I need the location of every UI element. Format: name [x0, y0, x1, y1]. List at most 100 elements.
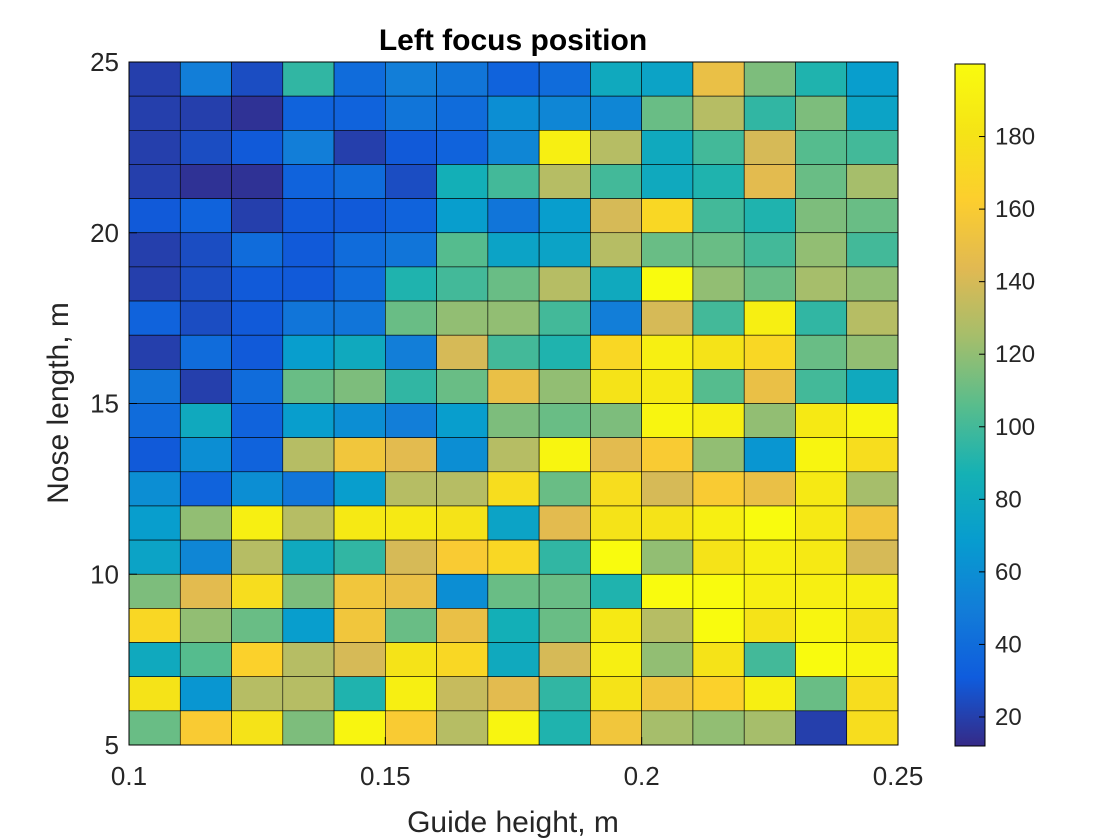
heatmap-cell: [743, 539, 796, 575]
heatmap-cell: [282, 300, 335, 336]
heatmap-cell: [179, 505, 232, 541]
heatmap-cell: [590, 369, 642, 404]
heatmap-cell: [641, 642, 694, 677]
heatmap-cell: [231, 334, 284, 370]
heatmap-cell: [487, 334, 540, 370]
heatmap-cell: [743, 471, 796, 507]
heatmap-cell: [590, 642, 642, 677]
heatmap-cell: [333, 130, 386, 165]
heatmap-cell: [590, 573, 642, 609]
heatmap-cell: [128, 710, 181, 746]
heatmap-cell: [692, 642, 745, 677]
heatmap-cell: [795, 676, 848, 712]
heatmap-cell: [692, 300, 745, 336]
heatmap-cell: [231, 710, 284, 746]
heatmap-cell: [743, 403, 796, 438]
heatmap-cell: [641, 61, 694, 97]
heatmap-cell: [128, 61, 181, 97]
heatmap-cell: [385, 300, 437, 336]
heatmap-cell: [846, 676, 899, 712]
heatmap-cell: [846, 437, 899, 473]
heatmap-cell: [385, 573, 437, 609]
heatmap-cell: [846, 300, 899, 336]
x-tick-label: 0.2: [624, 761, 660, 791]
heatmap-cell: [538, 505, 591, 541]
heatmap-cell: [282, 130, 335, 165]
heatmap-cell: [590, 61, 642, 97]
heatmap-cell: [282, 437, 335, 473]
heatmap-cell: [436, 130, 489, 165]
heatmap-cell: [846, 232, 899, 268]
heatmap-cell: [385, 505, 437, 541]
heatmap-cell: [795, 573, 848, 609]
heatmap-cell: [436, 676, 489, 712]
heatmap-cell: [743, 505, 796, 541]
heatmap-cell: [590, 232, 642, 268]
heatmap-cell: [795, 232, 848, 268]
heatmap-cell: [385, 95, 437, 131]
heatmap-cell: [641, 710, 694, 746]
heatmap-cell: [538, 403, 591, 438]
heatmap-cell: [179, 573, 232, 609]
colorbar-tick-label: 40: [995, 631, 1022, 658]
heatmap-cell: [436, 369, 489, 404]
heatmap-cell: [641, 539, 694, 575]
heatmap-cell: [385, 710, 437, 746]
heatmap-cell: [692, 676, 745, 712]
heatmap-cell: [436, 608, 489, 643]
heatmap-cell: [487, 505, 540, 541]
heatmap-cell: [487, 642, 540, 677]
heatmap-cell: [795, 437, 848, 473]
heatmap-cell: [436, 573, 489, 609]
colorbar-gradient: [954, 63, 986, 747]
heatmap-cell: [231, 403, 284, 438]
heatmap-cell: [282, 608, 335, 643]
heatmap-cell: [282, 164, 335, 199]
heatmap-cell: [333, 608, 386, 643]
heatmap-cell: [538, 300, 591, 336]
heatmap-cell: [846, 710, 899, 746]
heatmap-cell: [282, 642, 335, 677]
heatmap-cell: [333, 95, 386, 131]
heatmap-cell: [436, 198, 489, 234]
heatmap-cell: [333, 164, 386, 199]
y-tick-label: 10: [90, 559, 119, 589]
y-tick-label: 15: [90, 389, 119, 419]
heatmap-cell: [538, 608, 591, 643]
heatmap-cell: [231, 505, 284, 541]
x-tick-label: 0.1: [111, 761, 147, 791]
heatmap-cell: [795, 608, 848, 643]
heatmap-cell: [385, 266, 437, 302]
colorbar: 20 40 60 80 100 120 140 160 180: [954, 63, 1035, 747]
heatmap-cell: [692, 710, 745, 746]
heatmap-cell: [590, 198, 642, 234]
heatmap-cell: [128, 232, 181, 268]
heatmap-cell: [385, 61, 437, 97]
heatmap-cell: [385, 437, 437, 473]
heatmap-cell: [179, 369, 232, 404]
heatmap-cell: [282, 61, 335, 97]
heatmap-cell: [333, 676, 386, 712]
heatmap-cell: [333, 266, 386, 302]
heatmap-cell: [231, 437, 284, 473]
heatmap-cell: [846, 266, 899, 302]
heatmap-cell: [487, 300, 540, 336]
heatmap-cell: [487, 573, 540, 609]
heatmap-cell: [231, 676, 284, 712]
heatmap-cell: [333, 539, 386, 575]
heatmap-cell: [743, 232, 796, 268]
heatmap-cell: [538, 369, 591, 404]
heatmap-cell: [179, 130, 232, 165]
heatmap-cell: [179, 710, 232, 746]
heatmap-cell: [743, 608, 796, 643]
heatmap-cell: [436, 232, 489, 268]
y-tick-label: 25: [90, 47, 119, 77]
heatmap-cell: [641, 573, 694, 609]
heatmap-cell: [128, 573, 181, 609]
heatmap-cell: [743, 437, 796, 473]
colorbar-tick-label: 160: [995, 196, 1035, 223]
heatmap-cell: [385, 369, 437, 404]
heatmap-cell: [282, 539, 335, 575]
heatmap-cell: [538, 642, 591, 677]
